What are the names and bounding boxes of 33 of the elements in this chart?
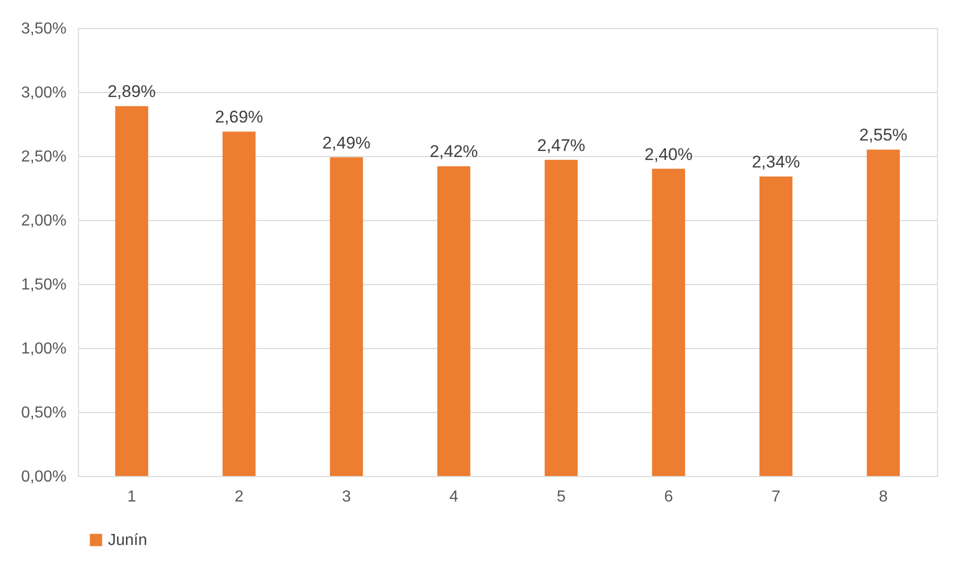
data-label: 2,40% (644, 144, 693, 164)
x-tick-label: 7 (771, 488, 780, 506)
y-tick-label: 0,00% (21, 468, 66, 486)
legend-label: Junín (108, 532, 148, 549)
y-tick-label: 3,50% (21, 20, 66, 38)
x-tick-label: 4 (449, 488, 458, 506)
data-label: 2,42% (430, 142, 478, 162)
bar (759, 176, 792, 476)
x-tick-label: 1 (127, 488, 136, 506)
data-label: 2,34% (752, 152, 800, 172)
x-tick-label: 5 (556, 488, 566, 506)
data-label: 2,69% (214, 108, 264, 127)
bar (222, 132, 256, 476)
bar (437, 166, 470, 476)
data-label: 2,89% (108, 82, 156, 102)
bar (544, 160, 578, 476)
data-label: 2,49% (322, 133, 371, 152)
data-label: 2,47% (537, 136, 586, 155)
bar (652, 168, 686, 476)
y-tick-label: 1,00% (21, 340, 66, 358)
x-tick-label: 8 (878, 488, 888, 506)
x-tick-label: 2 (234, 488, 244, 506)
x-tick-label: 3 (342, 488, 351, 506)
y-tick-label: 0,50% (21, 404, 66, 422)
bar (330, 157, 363, 476)
y-tick-label: 3,00% (21, 84, 66, 102)
y-tick-label: 2,50% (21, 148, 66, 166)
bar (866, 150, 900, 476)
y-tick-label: 2,00% (21, 212, 66, 230)
x-tick-label: 6 (664, 488, 674, 506)
bar (115, 106, 148, 476)
y-tick-label: 1,50% (21, 276, 66, 294)
data-label: 2,55% (859, 126, 908, 145)
